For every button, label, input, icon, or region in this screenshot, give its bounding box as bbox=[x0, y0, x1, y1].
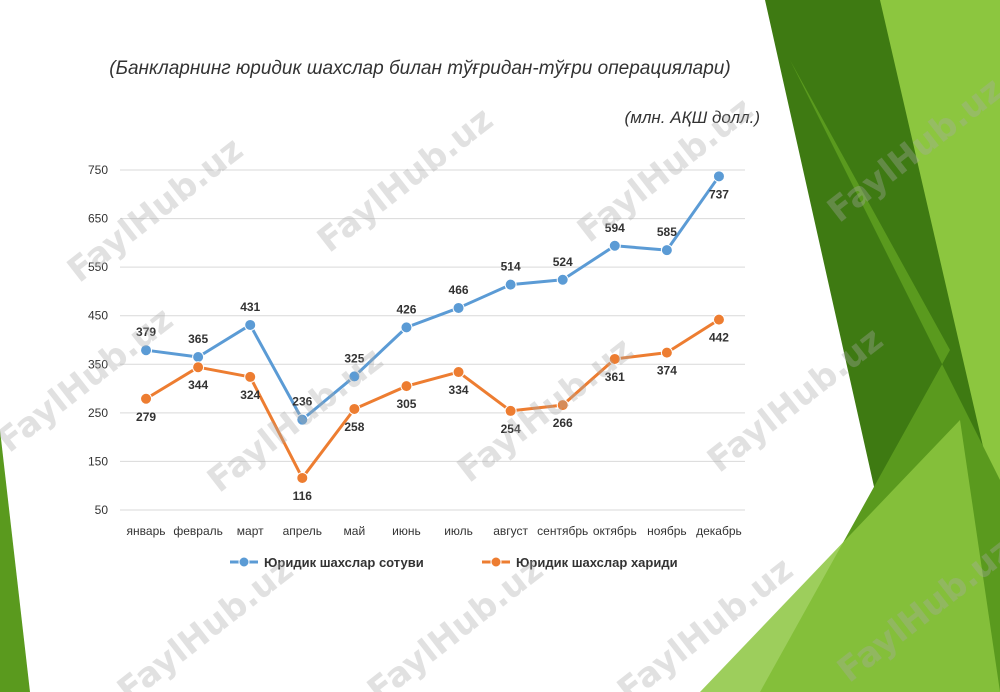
chart-legend: Юридик шахслар сотуви Юридик шахслар хари… bbox=[230, 555, 678, 570]
chart-title: (Банкларнинг юридик шахслар билан тўғрид… bbox=[109, 58, 731, 79]
data-point bbox=[296, 413, 309, 426]
units-label: (млн. АҚШ долл.) bbox=[624, 108, 760, 127]
data-point bbox=[140, 344, 153, 357]
series-1: 379 365 431 236 325 426 466 514 524 594 585 737 bbox=[136, 170, 729, 426]
y-tick-label: 350 bbox=[88, 357, 108, 371]
series-line bbox=[145, 318, 720, 480]
x-tick-label: апрель bbox=[283, 524, 322, 538]
data-label: 279 bbox=[136, 410, 156, 424]
legend-swatch-marker bbox=[238, 556, 250, 568]
data-label: 116 bbox=[293, 489, 313, 503]
data-point bbox=[192, 361, 205, 374]
data-label: 344 bbox=[188, 378, 208, 392]
x-tick-label: август bbox=[493, 524, 528, 538]
data-point bbox=[712, 170, 725, 183]
data-point bbox=[296, 471, 309, 484]
y-axis-ticks: 50 150 250 350 450 550 650 750 bbox=[88, 163, 108, 517]
y-tick-label: 750 bbox=[88, 163, 108, 177]
y-tick-label: 450 bbox=[88, 309, 108, 323]
data-label: 737 bbox=[709, 187, 729, 201]
data-label: 236 bbox=[292, 395, 312, 409]
data-point bbox=[400, 321, 413, 334]
data-label: 361 bbox=[605, 370, 625, 384]
data-label: 379 bbox=[136, 325, 156, 339]
data-point bbox=[608, 239, 621, 252]
data-point bbox=[608, 352, 621, 365]
data-point bbox=[244, 370, 257, 383]
data-point bbox=[556, 273, 569, 286]
data-label: 374 bbox=[657, 364, 677, 378]
data-point bbox=[140, 392, 153, 405]
x-tick-label: март bbox=[237, 524, 264, 538]
data-label: 254 bbox=[501, 422, 521, 436]
data-label: 524 bbox=[553, 255, 573, 269]
data-label: 305 bbox=[396, 397, 416, 411]
x-tick-label: февраль bbox=[173, 524, 223, 538]
data-label: 325 bbox=[344, 351, 364, 365]
data-point bbox=[452, 366, 465, 379]
legend-label: Юридик шахслар хариди bbox=[516, 555, 678, 570]
data-point bbox=[556, 399, 569, 412]
data-point bbox=[660, 346, 673, 359]
legend-item: Юридик шахслар сотуви bbox=[230, 555, 424, 570]
series-line bbox=[145, 175, 721, 422]
data-point bbox=[712, 313, 725, 326]
y-tick-label: 650 bbox=[88, 212, 108, 226]
y-tick-label: 150 bbox=[88, 454, 108, 468]
data-point bbox=[192, 351, 205, 363]
data-label: 594 bbox=[605, 221, 625, 235]
data-label: 334 bbox=[449, 383, 469, 397]
data-point bbox=[452, 301, 465, 314]
data-point bbox=[504, 278, 517, 291]
data-label: 514 bbox=[501, 260, 521, 274]
x-tick-label: ноябрь bbox=[647, 524, 687, 538]
x-tick-label: июль bbox=[444, 524, 473, 538]
x-tick-label: октябрь bbox=[593, 524, 637, 538]
data-label: 585 bbox=[657, 225, 677, 239]
data-label: 466 bbox=[449, 283, 469, 297]
y-tick-label: 550 bbox=[88, 260, 108, 274]
decor-shape-light bbox=[880, 0, 1000, 520]
decor-shape-bottom bbox=[700, 420, 1000, 692]
y-tick-label: 50 bbox=[95, 503, 109, 517]
decor-shape-left bbox=[0, 430, 30, 692]
legend-label: Юридик шахслар сотуви bbox=[264, 555, 424, 570]
data-point bbox=[660, 244, 673, 257]
data-label: 442 bbox=[709, 331, 729, 345]
data-label: 258 bbox=[344, 420, 364, 434]
data-label: 266 bbox=[553, 416, 573, 430]
series-2: 279 344 324 116 258 305 334 254 266 361 374 442 bbox=[136, 313, 729, 503]
data-label: 365 bbox=[188, 332, 208, 346]
data-label: 431 bbox=[240, 300, 260, 314]
y-tick-label: 250 bbox=[88, 406, 108, 420]
legend-swatch-marker bbox=[490, 556, 502, 568]
legend-item: Юридик шахслар хариди bbox=[482, 555, 678, 570]
x-tick-label: июнь bbox=[392, 524, 421, 538]
data-label: 426 bbox=[396, 302, 416, 316]
x-tick-label: сентябрь bbox=[537, 524, 588, 538]
data-point bbox=[348, 370, 361, 383]
data-point bbox=[244, 318, 257, 331]
grid-lines bbox=[120, 169, 745, 511]
x-tick-label: декабрь bbox=[696, 524, 742, 538]
data-label: 324 bbox=[240, 388, 260, 402]
data-point bbox=[348, 402, 361, 415]
data-point bbox=[504, 404, 517, 417]
x-axis-ticks: январь февраль март апрель май июнь июль август… bbox=[127, 524, 742, 538]
x-tick-label: январь bbox=[127, 524, 166, 538]
data-point bbox=[400, 380, 413, 393]
x-tick-label: май bbox=[344, 524, 366, 538]
